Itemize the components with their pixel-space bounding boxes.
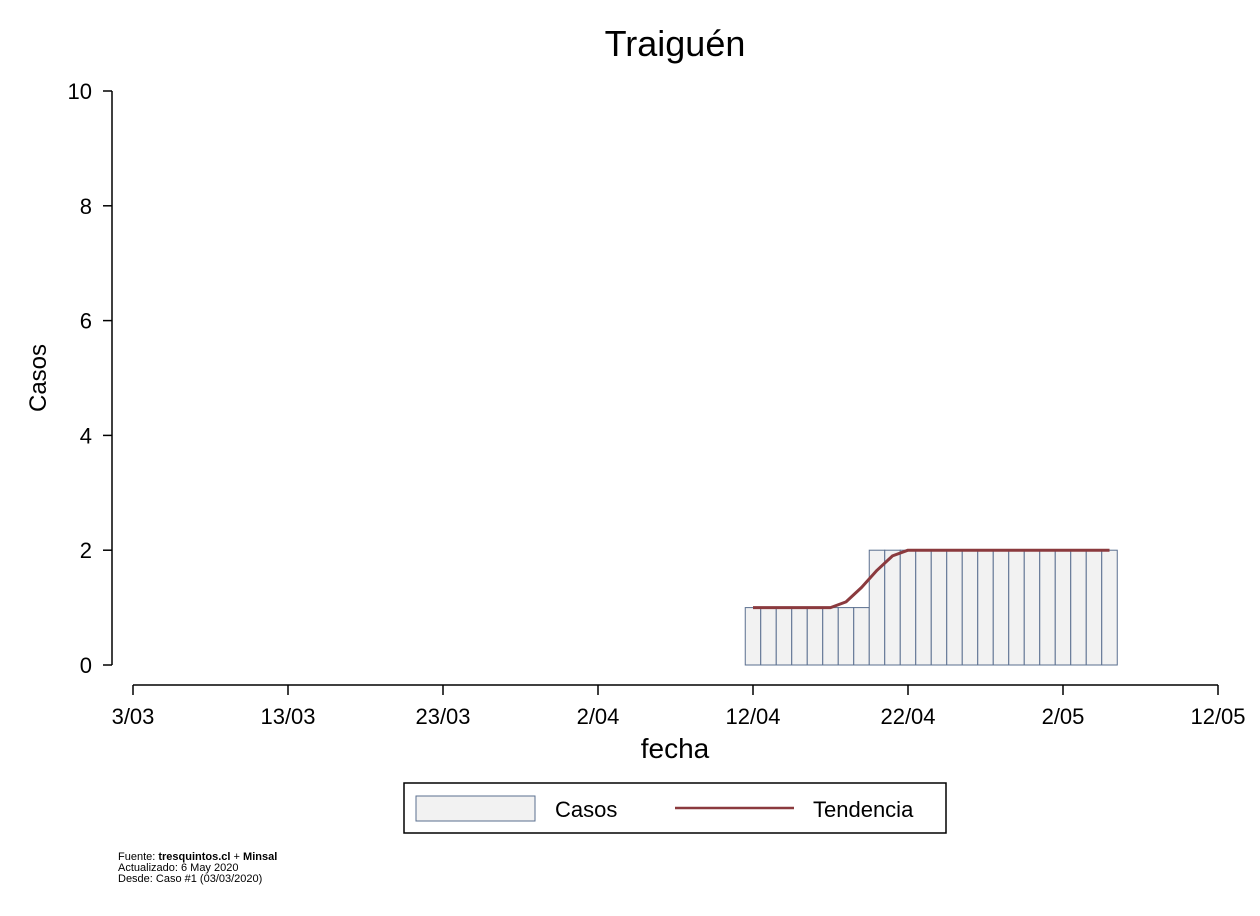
bar [775, 607, 793, 666]
bar [946, 549, 963, 666]
bar [853, 607, 870, 666]
bar [1023, 549, 1041, 666]
bar [930, 549, 948, 666]
x-tick-label: 3/03 [112, 704, 155, 729]
bar [837, 607, 855, 666]
footer-since: Desde: Caso #1 (03/03/2020) [118, 873, 263, 885]
bar [822, 607, 839, 666]
bar [760, 607, 777, 666]
bar [884, 549, 901, 666]
legend-label-tendencia: Tendencia [813, 797, 914, 822]
legend-label-casos: Casos [555, 797, 617, 822]
footer-updated: Actualizado: 6 May 2020 [118, 862, 239, 874]
footer: Fuente: tresquintos.cl + Minsal Actualiz… [118, 852, 277, 885]
bar [961, 549, 979, 666]
bar [977, 549, 994, 666]
bar [915, 549, 932, 666]
footer-source-org: Minsal [243, 851, 278, 863]
bar [1070, 549, 1087, 666]
trend-series [753, 548, 1110, 610]
y-tick-label: 4 [80, 423, 92, 448]
trend-line [753, 548, 1110, 610]
bar [744, 607, 762, 666]
chart-title: Traiguén [605, 23, 746, 64]
bars [744, 549, 1118, 666]
legend: Casos Tendencia [403, 782, 947, 834]
x-axis: 3/03 13/03 23/03 2/04 12/04 22/04 2/05 12/05 [112, 684, 1246, 729]
footer-source: Fuente: tresquintos.cl + Minsal [118, 851, 278, 863]
x-tick-label: 13/03 [260, 704, 315, 729]
bar [899, 549, 917, 666]
x-tick-label: 12/05 [1190, 704, 1245, 729]
bar [1054, 549, 1072, 666]
y-tick-label: 10 [68, 79, 92, 104]
x-tick-label: 23/03 [415, 704, 470, 729]
x-tick-label: 2/05 [1042, 704, 1085, 729]
legend-swatch-casos [415, 795, 536, 822]
y-axis: 0 2 4 6 8 10 [68, 79, 113, 678]
y-tick-label: 2 [80, 538, 92, 563]
bar [1008, 549, 1025, 666]
y-tick-label: 6 [80, 309, 92, 334]
x-axis-label: fecha [641, 733, 710, 764]
bar [1101, 549, 1118, 666]
footer-source-site: tresquintos.cl [158, 851, 231, 863]
bar [1039, 549, 1056, 666]
bar [791, 607, 808, 666]
bar [806, 607, 824, 666]
bar [992, 549, 1010, 666]
x-tick-label: 22/04 [880, 704, 935, 729]
x-tick-label: 12/04 [725, 704, 780, 729]
y-axis-label: Casos [25, 344, 52, 412]
y-tick-label: 0 [80, 653, 92, 678]
bar [1085, 549, 1103, 666]
x-tick-label: 2/04 [577, 704, 620, 729]
y-tick-label: 8 [80, 194, 92, 219]
bar [868, 549, 886, 666]
